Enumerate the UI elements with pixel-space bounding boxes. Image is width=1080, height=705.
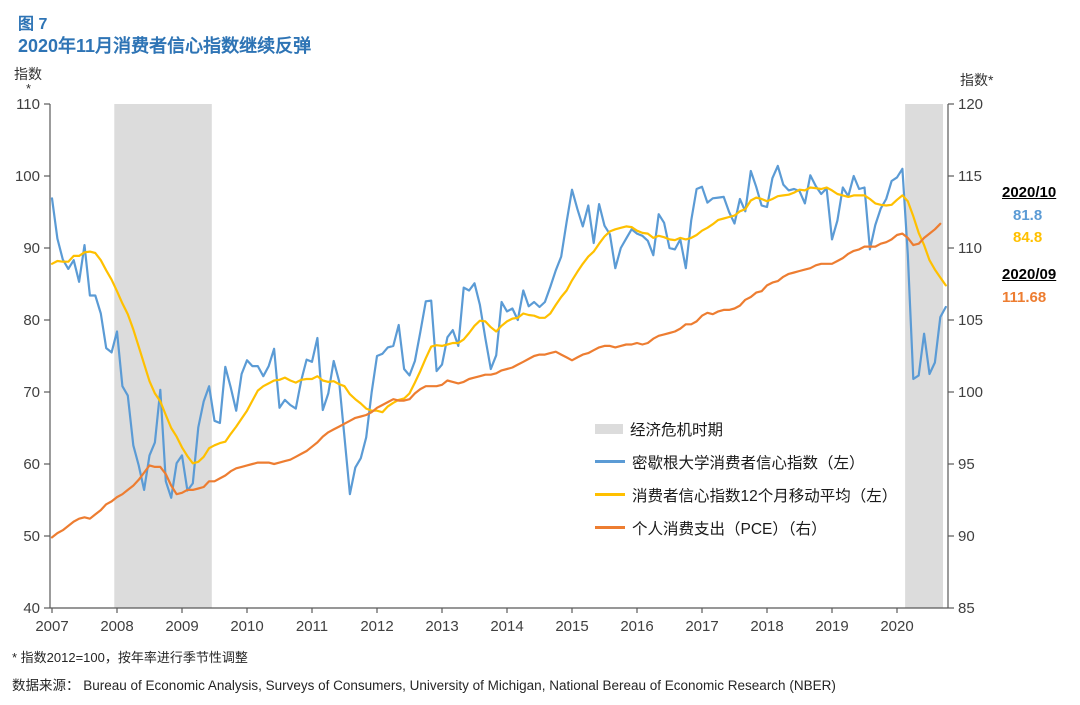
legend-swatch-pce — [595, 526, 625, 529]
legend-swatch-michigan — [595, 460, 625, 463]
right-axis-tick-label: 95 — [958, 456, 975, 473]
recession-band — [905, 104, 943, 608]
right-axis-tick-label: 105 — [958, 312, 983, 329]
legend-label-pce: 个人消费支出（PCE）（右） — [632, 520, 827, 538]
callout-date-2020-09: 2020/09 — [1002, 266, 1057, 283]
left-axis-unit-label: 指数 — [14, 66, 42, 82]
left-axis-tick-label: 70 — [23, 384, 40, 401]
x-axis-year-label: 2014 — [490, 618, 523, 635]
left-axis-asterisk: * — [26, 81, 32, 96]
x-axis-year-label: 2007 — [35, 618, 68, 635]
legend-swatch-ma12 — [595, 493, 625, 496]
figure-title: 2020年11月消费者信心指数继续反弹 — [18, 36, 312, 56]
x-axis-year-label: 2010 — [230, 618, 263, 635]
pce-series-line — [50, 222, 942, 539]
chart-legend: 经济危机时期密歇根大学消费者信心指数（左） 消费者信心指数12个月移动平均（左） 个… — [595, 412, 897, 544]
x-axis-year-label: 2015 — [555, 618, 588, 635]
callout-moving-average-value: 84.8 — [1013, 229, 1043, 246]
footnote-source-note: 数据来源： Bureau of Economic Analysis, Surve… — [12, 678, 836, 693]
ma12-series-line — [50, 186, 947, 465]
x-axis-year-label: 2020 — [880, 618, 913, 635]
legend-item-recession: 经济危机时期 — [595, 412, 897, 445]
legend-label-michigan: 密歇根大学消费者信心指数（左） — [632, 454, 865, 472]
callout-date-2020-10: 2020/10 — [1002, 184, 1057, 201]
left-axis-tick-label: 60 — [23, 456, 40, 473]
left-axis-tick-label: 50 — [23, 528, 40, 545]
right-axis-tick-label: 100 — [958, 384, 983, 401]
right-axis-unit-label: 指数* — [960, 72, 994, 88]
left-axis-tick-label: 100 — [15, 168, 40, 185]
legend-item-ma12: 消费者信心指数12个月移动平均（左） — [595, 478, 897, 511]
callout-pce-value: 111.68 — [1002, 289, 1047, 306]
x-axis-year-label: 2018 — [750, 618, 783, 635]
x-axis-year-label: 2013 — [425, 618, 458, 635]
recession-band — [114, 104, 212, 608]
legend-item-michigan: 密歇根大学消费者信心指数（左） — [595, 445, 897, 478]
right-axis-tick-label: 115 — [958, 168, 982, 185]
x-axis-year-label: 2011 — [296, 618, 328, 635]
x-axis-year-label: 2012 — [360, 618, 393, 635]
x-axis-year-label: 2008 — [100, 618, 133, 635]
legend-item-pce: 个人消费支出（PCE）（右） — [595, 511, 897, 544]
consumer-confidence-chart: 110 100 90 80 70 60 50 40 120 115 110 105 100 95 90 85 2… — [15, 96, 983, 635]
figure-number: 图 7 — [18, 16, 48, 33]
footnote-index-note: * 指数2012=100，按年率进行季节性调整 — [12, 650, 248, 665]
left-axis-tick-label: 40 — [23, 600, 40, 617]
x-axis-year-label: 2019 — [815, 618, 848, 635]
left-axis-tick-label: 110 — [16, 96, 40, 113]
legend-label-ma12: 消费者信心指数12个月移动平均（左） — [632, 487, 898, 505]
legend-swatch-recession — [595, 423, 623, 434]
right-axis-tick-label: 110 — [958, 240, 982, 257]
right-axis-tick-label: 120 — [958, 96, 983, 113]
legend-label-recession: 经济危机时期 — [630, 421, 724, 439]
x-axis-year-label: 2009 — [165, 618, 198, 635]
x-axis-year-label: 2017 — [685, 618, 718, 635]
right-axis-tick-label: 85 — [958, 600, 975, 617]
callout-michigan-value: 81.8 — [1013, 207, 1043, 224]
left-axis-tick-label: 90 — [23, 240, 40, 257]
right-axis-tick-label: 90 — [958, 528, 975, 545]
left-axis-tick-label: 80 — [23, 312, 40, 329]
x-axis-year-label: 2016 — [620, 618, 653, 635]
